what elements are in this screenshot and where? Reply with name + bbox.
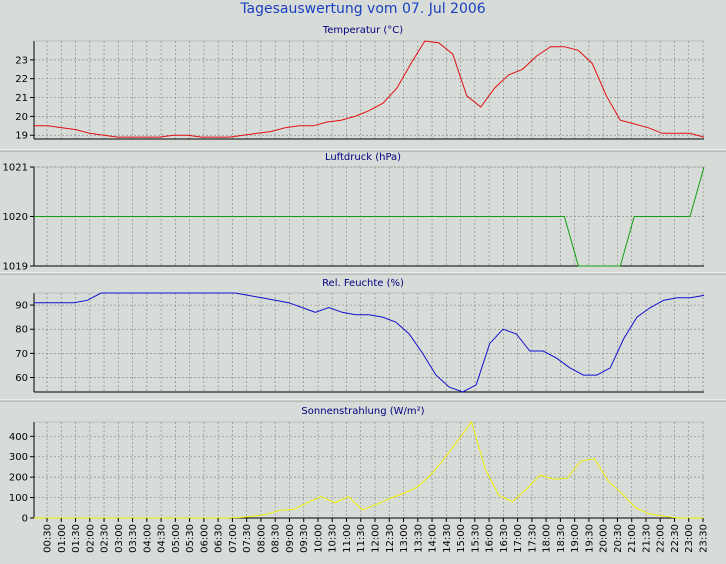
- x-tick-label: 07:30: [242, 524, 253, 553]
- x-tick-label: 13:30: [413, 524, 424, 553]
- x-tick-label: 21:00: [627, 524, 638, 553]
- chart-panel-4: Sonnenstrahlung (W/m²) 0 100 200 300 400: [9, 406, 705, 525]
- x-tick-label: 18:00: [542, 524, 553, 553]
- chart-title: Rel. Feuchte (%): [322, 278, 404, 289]
- x-tick-label: 05:00: [171, 524, 182, 553]
- x-tick-label: 07:00: [228, 524, 239, 553]
- y-tick-label: 23: [15, 55, 28, 66]
- chart-title: Sonnenstrahlung (W/m²): [301, 406, 424, 417]
- x-tick-label: 08:30: [271, 524, 282, 553]
- y-tick-label: 200: [9, 473, 28, 484]
- y-tick-label: 22: [15, 74, 28, 85]
- x-tick-label: 22:00: [656, 524, 667, 553]
- series-line: [34, 420, 704, 519]
- y-tick-label: 60: [15, 373, 28, 384]
- x-tick-label: 06:00: [199, 524, 210, 553]
- y-tick-label: 100: [9, 493, 28, 504]
- x-tick-label: 16:00: [485, 524, 496, 553]
- x-tick-label: 09:30: [299, 524, 310, 553]
- y-tick-label: 70: [15, 349, 28, 360]
- y-tick-label: 300: [9, 452, 28, 463]
- x-tick-label: 14:00: [428, 524, 439, 553]
- x-tick-label: 14:30: [442, 524, 453, 553]
- x-tick-label: 09:00: [285, 524, 296, 553]
- x-tick-label: 21:30: [642, 524, 653, 553]
- chart-title: Luftdruck (hPa): [325, 152, 401, 163]
- x-tick-label: 17:30: [527, 524, 538, 553]
- y-tick-label: 19: [15, 131, 28, 142]
- x-tick-label: 16:30: [499, 524, 510, 553]
- x-tick-label: 23:30: [699, 524, 710, 553]
- x-tick-label: 22:30: [670, 524, 681, 553]
- x-tick-label: 04:30: [157, 524, 168, 553]
- chart-panel-2: Luftdruck (hPa) 1019 1020 1021: [0, 152, 726, 275]
- x-tick-label: 10:30: [328, 524, 339, 553]
- y-tick-label: 0: [22, 514, 28, 525]
- x-tick-label: 12:00: [371, 524, 382, 553]
- x-tick-label: 23:00: [684, 524, 695, 553]
- chart-panel-1: Temperatur (°C) 19 20 21 22 23: [0, 25, 726, 152]
- x-tick-label: 13:00: [399, 524, 410, 553]
- x-tick-label: 08:00: [256, 524, 267, 553]
- x-tick-label: 03:00: [114, 524, 125, 553]
- x-tick-label: 20:30: [613, 524, 624, 553]
- x-tick-label: 06:30: [214, 524, 225, 553]
- x-tick-label: 10:00: [314, 524, 325, 553]
- y-tick-label: 21: [15, 93, 28, 104]
- x-tick-label: 00:30: [43, 524, 54, 553]
- y-tick-label: 1020: [3, 212, 28, 223]
- x-tick-label: 12:30: [385, 524, 396, 553]
- chart-title: Temperatur (°C): [322, 25, 403, 36]
- x-tick-labels: 00:30 01:00 01:30 02:00 02:30 03:00 03:30 04:00…: [43, 518, 710, 553]
- x-tick-label: 11:30: [356, 524, 367, 553]
- x-tick-label: 02:00: [85, 524, 96, 553]
- x-tick-label: 05:30: [185, 524, 196, 553]
- y-tick-label: 1021: [3, 163, 28, 174]
- y-tick-label: 20: [15, 112, 28, 123]
- x-tick-label: 02:30: [100, 524, 111, 553]
- chart-panel-3: Rel. Feuchte (%) 60 70 80 90: [0, 278, 726, 402]
- page-title: Tagesauswertung vom 07. Jul 2006: [240, 1, 486, 17]
- x-tick-label: 20:00: [599, 524, 610, 553]
- x-tick-label: 01:00: [57, 524, 68, 553]
- x-tick-label: 18:30: [556, 524, 567, 553]
- y-tick-label: 400: [9, 432, 28, 443]
- x-tick-label: 01:30: [71, 524, 82, 553]
- x-tick-label: 15:00: [456, 524, 467, 553]
- plot-area: [34, 41, 704, 139]
- x-tick-label: 19:00: [570, 524, 581, 553]
- x-tick-label: 17:00: [513, 524, 524, 553]
- x-tick-label: 15:30: [470, 524, 481, 553]
- y-tick-label: 90: [15, 301, 28, 312]
- x-tick-label: 19:30: [584, 524, 595, 553]
- y-tick-label: 1019: [3, 262, 28, 273]
- x-tick-label: 03:30: [128, 524, 139, 553]
- x-tick-label: 11:00: [342, 524, 353, 553]
- x-tick-label: 04:00: [142, 524, 153, 553]
- plot-area: [34, 422, 704, 518]
- y-tick-label: 80: [15, 325, 28, 336]
